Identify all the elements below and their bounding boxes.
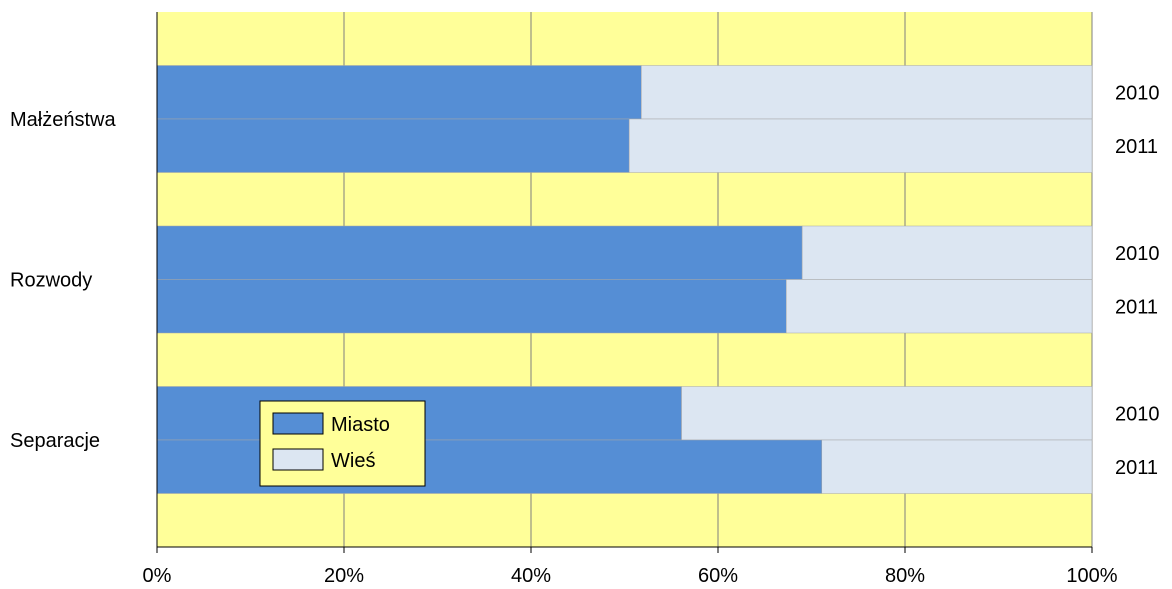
year-label-malzenstwa-2010: 2010 [1115,82,1160,104]
legend-swatch-miasto [272,412,324,435]
legend: Miasto Wieś [259,400,426,487]
year-label-rozwody-2011: 2011 [1115,296,1158,318]
bar-miasto-rozwody-2011 [156,279,787,334]
x-tick-label: 100% [1066,565,1117,587]
bar-wies-rozwody-2010 [801,225,1093,280]
group-label-rozwody: Rozwody [10,270,92,292]
x-tick-label: 80% [885,565,925,587]
group-labels: Małżeństwa Rozwody Separacje [10,109,116,452]
bar-miasto-malzenstwa-2011 [156,118,630,173]
x-tick-labels: 0% 20% 40% 60% 80% 100% [143,547,1118,587]
year-label-rozwody-2010: 2010 [1115,243,1160,265]
bar-miasto-malzenstwa-2010 [156,65,642,120]
x-tick-label: 0% [143,565,172,587]
bar-wies-malzenstwa-2010 [641,65,1093,120]
bar-wies-rozwody-2011 [786,279,1093,334]
axes [156,12,1092,548]
bar-wies-separacje-2011 [821,439,1093,494]
legend-label-miasto: Miasto [331,414,390,436]
x-tick-label: 20% [324,565,364,587]
bar-miasto-rozwody-2010 [156,225,803,280]
x-tick-label: 40% [511,565,551,587]
x-tick-label: 60% [698,565,738,587]
bars [156,65,1093,494]
bar-miasto-separacje-2011 [156,439,823,494]
year-label-malzenstwa-2011: 2011 [1115,136,1158,158]
year-label-separacje-2011: 2011 [1115,457,1158,479]
legend-label-wies: Wieś [331,450,375,472]
year-labels: 2010 2011 2010 2011 2010 2011 [1115,82,1160,479]
group-label-separacje: Separacje [10,430,100,452]
year-label-separacje-2010: 2010 [1115,403,1160,425]
legend-swatch-wies [272,448,324,471]
bar-wies-malzenstwa-2011 [628,118,1093,173]
bar-wies-separacje-2010 [681,386,1093,441]
group-label-malzenstwa: Małżeństwa [10,109,116,131]
